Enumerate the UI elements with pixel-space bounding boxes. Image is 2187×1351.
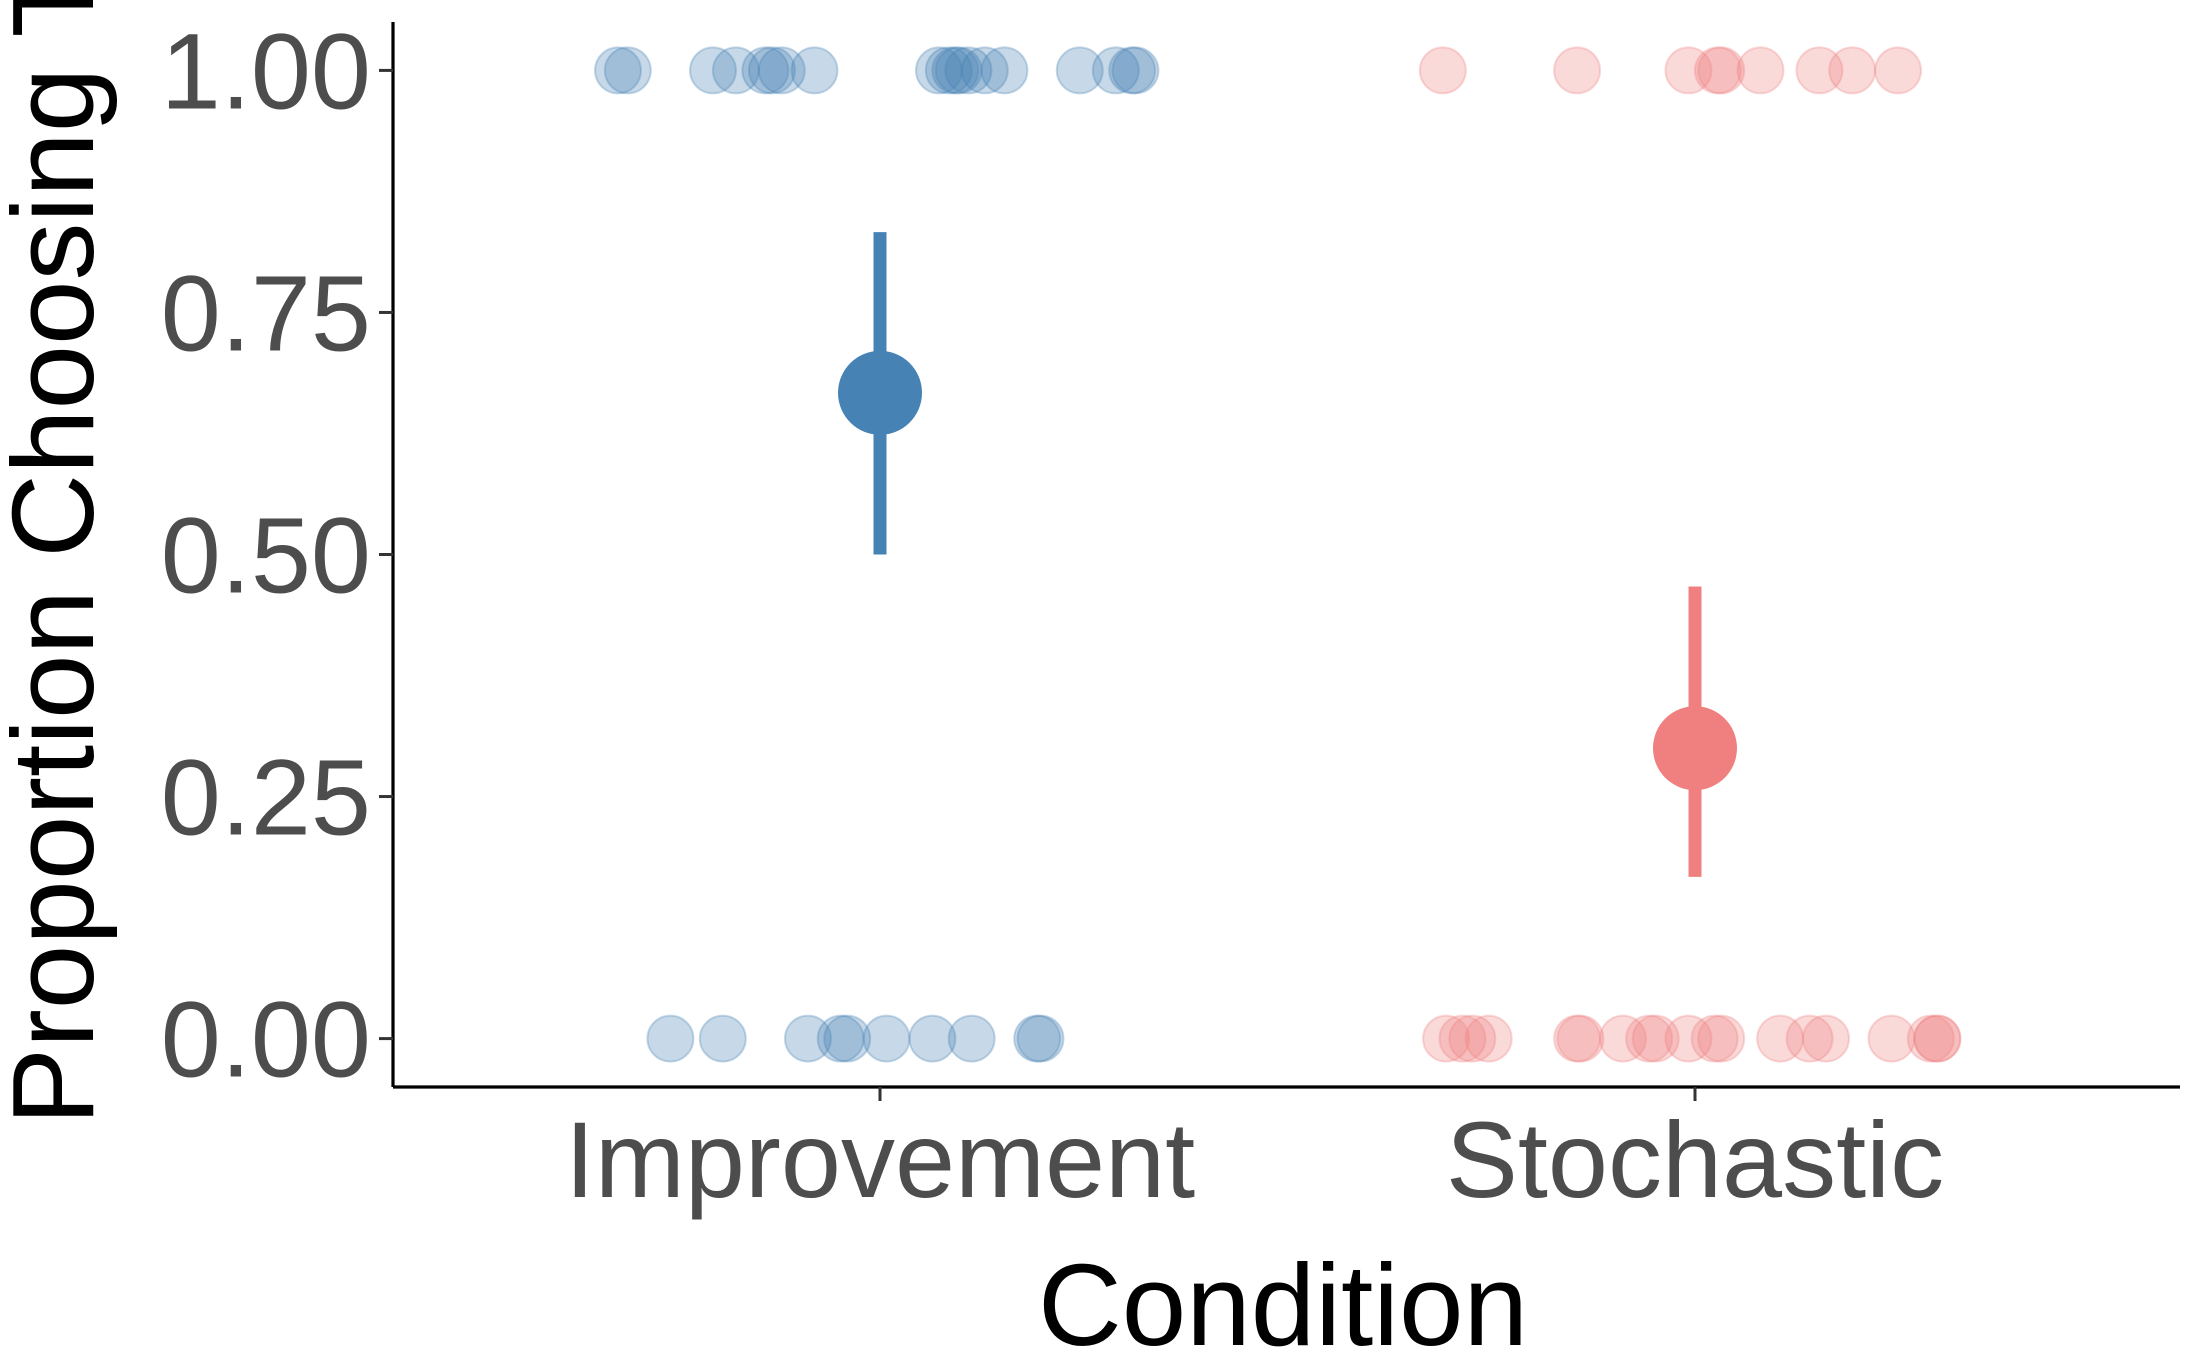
data-point [1867, 1014, 1916, 1063]
data-point [1598, 1014, 1647, 1063]
data-point [1556, 1014, 1605, 1063]
data-point [1448, 1014, 1497, 1063]
data-point [980, 46, 1029, 95]
x-tick-label-improvement: Improvement [565, 1099, 1195, 1220]
data-point [1690, 1014, 1739, 1063]
data-point [1697, 46, 1746, 95]
data-point [1464, 1014, 1513, 1063]
data-point [688, 46, 737, 95]
y-tick-label: 1.00 [161, 10, 371, 131]
data-point [947, 1014, 996, 1063]
data-point [698, 1014, 747, 1063]
data-point [790, 46, 839, 95]
data-point [862, 1014, 911, 1063]
data-point [1913, 1014, 1962, 1063]
data-point [757, 46, 806, 95]
mean-point [1653, 706, 1737, 791]
data-point [1553, 1014, 1602, 1063]
data-point [1091, 46, 1140, 95]
data-point [1802, 1014, 1850, 1063]
y-tick-label: 0.00 [161, 979, 371, 1100]
data-point [934, 46, 983, 95]
data-point [603, 46, 652, 95]
data-point [1108, 46, 1157, 95]
mean-point [838, 350, 922, 435]
data-point [944, 46, 993, 95]
data-point [594, 46, 642, 95]
data-point [1756, 1014, 1805, 1063]
data-point [1553, 46, 1602, 95]
data-point [1697, 1014, 1746, 1063]
y-tick-label: 0.25 [161, 737, 371, 858]
data-point [1013, 1014, 1062, 1063]
data-point [1795, 46, 1844, 95]
data-point [1736, 46, 1785, 95]
data-point [1785, 1014, 1834, 1063]
y-tick-label: 0.50 [161, 495, 371, 616]
data-point [1693, 46, 1742, 95]
data-point [823, 1014, 872, 1063]
data-point [908, 1014, 957, 1063]
data-point [816, 1014, 865, 1063]
data-point [931, 46, 980, 95]
data-point [741, 46, 790, 95]
data-point [1111, 46, 1160, 95]
y-axis-title-group: Proportion Choosing Test [0, 0, 118, 1125]
y-axis-title: Proportion Choosing Test [0, 0, 118, 1125]
data-point [783, 1014, 832, 1063]
data-point [1055, 46, 1104, 95]
data-point [1828, 46, 1877, 95]
data-point [1664, 46, 1713, 95]
data-point [924, 46, 973, 95]
data-point [914, 46, 963, 95]
data-point [1874, 46, 1923, 95]
data-point [1913, 1014, 1962, 1063]
data-point [960, 46, 1009, 95]
data-point [1625, 1014, 1674, 1063]
data-point [1418, 46, 1467, 95]
x-axis-title: Condition [1038, 1240, 1528, 1351]
series-improvement [594, 46, 1160, 1063]
data-point [1438, 1014, 1487, 1063]
data-point [1664, 1014, 1713, 1063]
series-stochastic [1418, 46, 1962, 1063]
data-point [1906, 1014, 1955, 1063]
data-point [747, 46, 796, 95]
data-point [1631, 1014, 1680, 1063]
data-point [1016, 1014, 1065, 1063]
y-tick-label: 0.75 [161, 252, 371, 373]
data-point [646, 1014, 695, 1063]
plot-area: 0.00 0.25 0.50 0.75 1.00 Improvement Stochasti… [161, 10, 2180, 1220]
data-point [711, 46, 760, 95]
x-tick-label-stochastic: Stochastic [1446, 1099, 1944, 1220]
data-point [1422, 1014, 1471, 1063]
